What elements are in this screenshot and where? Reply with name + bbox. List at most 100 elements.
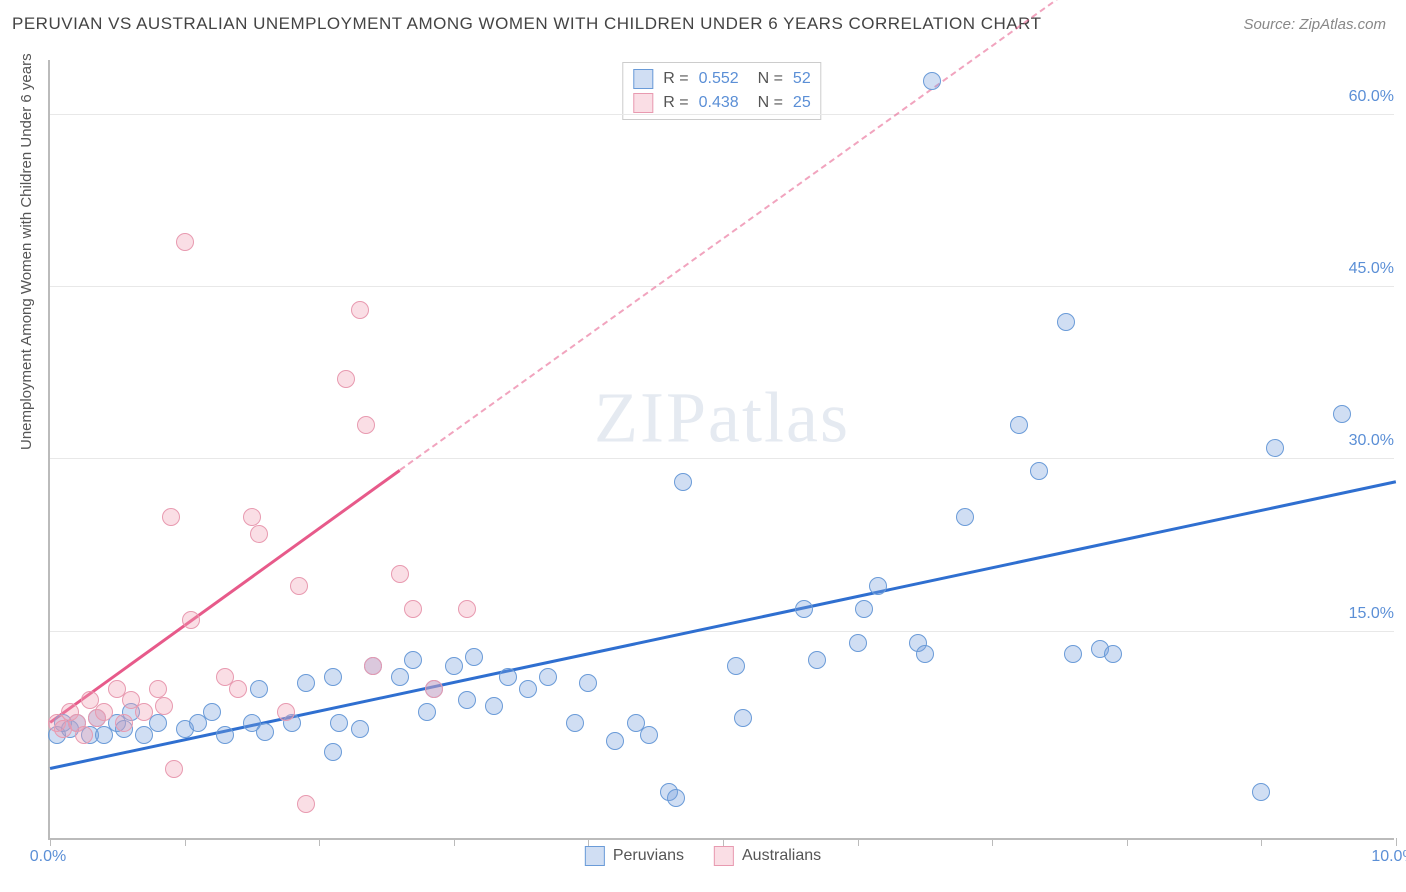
scatter-point (357, 416, 375, 434)
scatter-point (485, 697, 503, 715)
scatter-point (795, 600, 813, 618)
scatter-point (1030, 462, 1048, 480)
scatter-plot: ZIPatlas R = 0.552 N = 52 R = 0.438 N = … (48, 60, 1394, 840)
y-tick-label: 15.0% (1347, 605, 1396, 623)
scatter-point (458, 691, 476, 709)
scatter-point (176, 233, 194, 251)
scatter-point (734, 709, 752, 727)
scatter-point (465, 648, 483, 666)
swatch-icon (633, 93, 653, 113)
scatter-point (849, 634, 867, 652)
scatter-point (667, 789, 685, 807)
legend-row-australians: R = 0.438 N = 25 (633, 91, 810, 115)
scatter-point (95, 703, 113, 721)
scatter-point (324, 668, 342, 686)
correlation-legend: R = 0.552 N = 52 R = 0.438 N = 25 (622, 62, 821, 120)
x-tick (50, 838, 51, 846)
scatter-point (1333, 405, 1351, 423)
scatter-point (1104, 645, 1122, 663)
scatter-point (337, 370, 355, 388)
scatter-point (425, 680, 443, 698)
scatter-point (674, 473, 692, 491)
x-tick (454, 838, 455, 846)
scatter-point (149, 680, 167, 698)
legend-series-label: Australians (742, 847, 821, 865)
scatter-point (115, 714, 133, 732)
scatter-point (404, 651, 422, 669)
gridline (50, 286, 1394, 287)
y-tick-label: 45.0% (1347, 260, 1396, 278)
legend-n-value: 52 (793, 70, 811, 88)
scatter-point (250, 525, 268, 543)
y-tick-label: 30.0% (1347, 432, 1396, 450)
scatter-point (404, 600, 422, 618)
scatter-point (869, 577, 887, 595)
scatter-point (250, 680, 268, 698)
scatter-point (458, 600, 476, 618)
y-tick-label: 60.0% (1347, 88, 1396, 106)
legend-n-label: N = (749, 94, 783, 112)
scatter-point (499, 668, 517, 686)
x-tick (1127, 838, 1128, 846)
scatter-point (297, 674, 315, 692)
legend-item: Peruvians (585, 846, 684, 866)
gridline (50, 458, 1394, 459)
scatter-point (290, 577, 308, 595)
title-bar: PERUVIAN VS AUSTRALIAN UNEMPLOYMENT AMON… (0, 0, 1406, 48)
x-tick-label: 0.0% (30, 848, 66, 866)
legend-row-peruvians: R = 0.552 N = 52 (633, 67, 810, 91)
legend-n-label: N = (749, 70, 783, 88)
scatter-point (1252, 783, 1270, 801)
x-tick (992, 838, 993, 846)
legend-r-value: 0.438 (699, 94, 739, 112)
scatter-point (855, 600, 873, 618)
scatter-point (256, 723, 274, 741)
scatter-point (566, 714, 584, 732)
y-axis-label: Unemployment Among Women with Children U… (18, 53, 35, 450)
x-tick (1396, 838, 1397, 846)
scatter-point (606, 732, 624, 750)
scatter-point (203, 703, 221, 721)
x-tick (1261, 838, 1262, 846)
source-label: Source: ZipAtlas.com (1243, 16, 1386, 33)
scatter-point (727, 657, 745, 675)
scatter-point (519, 680, 537, 698)
scatter-point (162, 508, 180, 526)
scatter-point (579, 674, 597, 692)
legend-r-value: 0.552 (699, 70, 739, 88)
scatter-point (445, 657, 463, 675)
scatter-point (640, 726, 658, 744)
x-tick (319, 838, 320, 846)
scatter-point (351, 301, 369, 319)
scatter-point (391, 668, 409, 686)
scatter-point (165, 760, 183, 778)
scatter-point (75, 726, 93, 744)
scatter-point (1010, 416, 1028, 434)
scatter-point (1064, 645, 1082, 663)
scatter-point (923, 72, 941, 90)
scatter-point (364, 657, 382, 675)
legend-n-value: 25 (793, 94, 811, 112)
scatter-point (956, 508, 974, 526)
scatter-point (229, 680, 247, 698)
legend-r-label: R = (663, 94, 688, 112)
scatter-point (391, 565, 409, 583)
swatch-icon (585, 846, 605, 866)
scatter-point (330, 714, 348, 732)
scatter-point (135, 703, 153, 721)
x-tick (588, 838, 589, 846)
scatter-point (539, 668, 557, 686)
trend-line-extrapolation (399, 0, 1329, 471)
scatter-point (324, 743, 342, 761)
scatter-point (243, 508, 261, 526)
scatter-point (351, 720, 369, 738)
legend-item: Australians (714, 846, 821, 866)
x-tick (185, 838, 186, 846)
watermark: ZIPatlas (594, 376, 850, 459)
x-tick (723, 838, 724, 846)
scatter-point (155, 697, 173, 715)
gridline (50, 631, 1394, 632)
scatter-point (297, 795, 315, 813)
swatch-icon (714, 846, 734, 866)
scatter-point (182, 611, 200, 629)
